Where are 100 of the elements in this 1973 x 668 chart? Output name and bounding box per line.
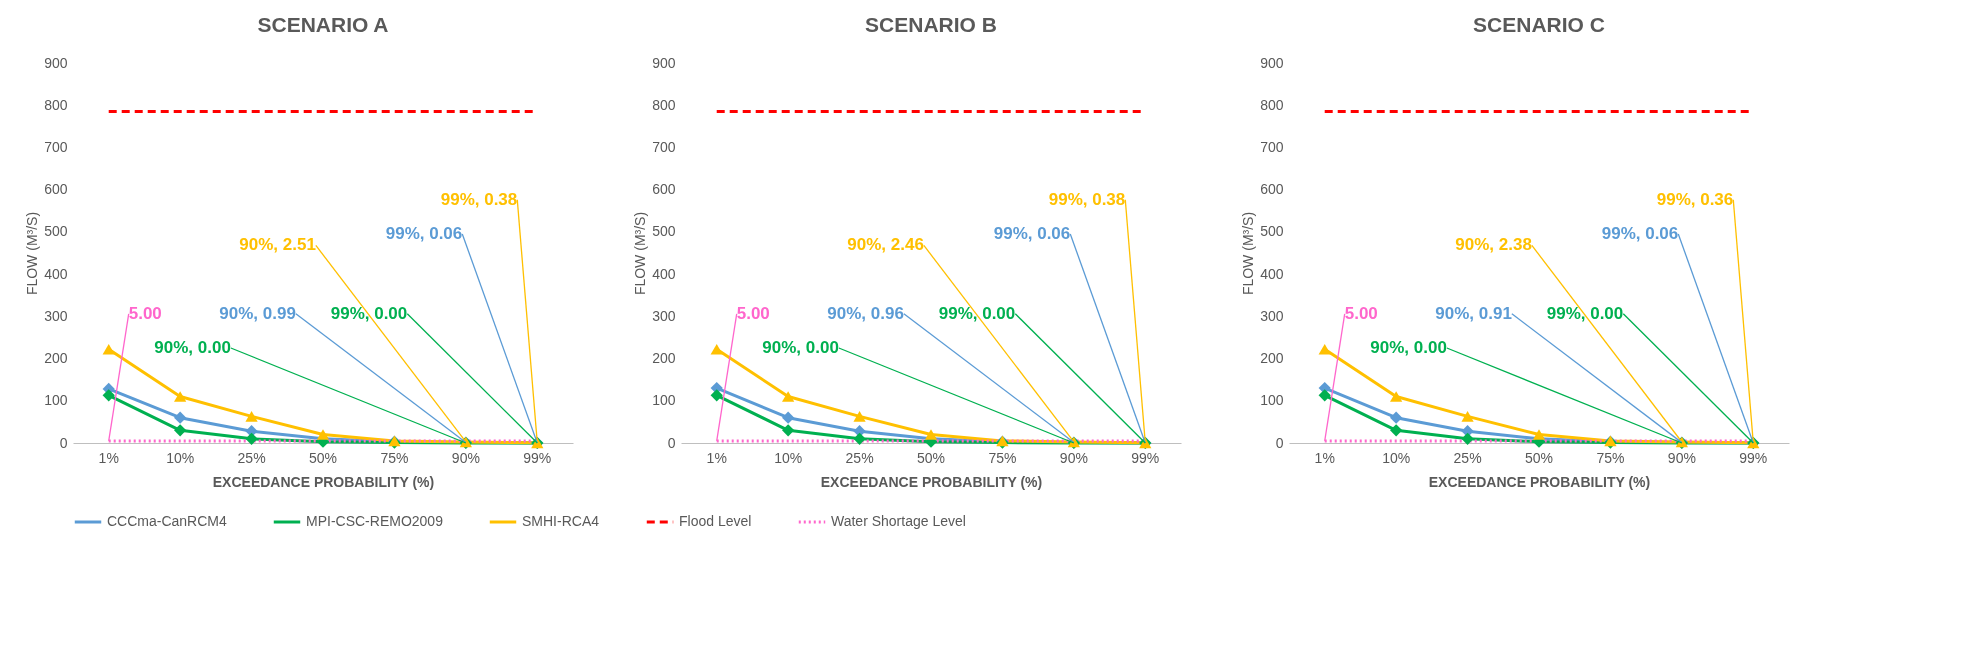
x-tick-label: 25% [845, 449, 874, 466]
y-tick-label: 500 [652, 223, 676, 240]
annotation: 99%, 0.38 [440, 189, 518, 209]
x-tick-label: 1% [1314, 449, 1335, 466]
x-axis-title: EXCEEDANCE PROBABILITY (%) [212, 473, 435, 490]
y-tick-label: 400 [652, 265, 676, 282]
y-tick-label: 800 [44, 96, 68, 113]
annotation: 90%, 0.99 [219, 303, 296, 323]
y-tick-label: 100 [44, 392, 68, 409]
y-tick-label: 300 [44, 307, 68, 324]
point [174, 391, 187, 402]
point [782, 391, 795, 402]
x-tick-label: 90% [451, 449, 480, 466]
y-tick-label: 900 [652, 54, 676, 71]
annotation: 90%, 2.38 [1455, 235, 1532, 255]
point [1461, 432, 1474, 445]
point [102, 343, 115, 355]
legend-label: SMHI-RCA4 [522, 513, 600, 529]
x-tick-label: 99% [1739, 449, 1768, 466]
chart-title: SCENARIO B [865, 13, 997, 36]
annotation: 99%, 0.36 [1656, 189, 1734, 209]
annotation: 90%, 0.00 [762, 338, 839, 357]
annotation: 90%, 0.00 [154, 338, 231, 357]
annotation: 99%, 0.00 [938, 303, 1016, 323]
y-tick-label: 400 [1260, 265, 1284, 282]
legend-label: MPI-CSC-REMO2009 [306, 513, 444, 529]
x-tick-label: 75% [380, 449, 409, 466]
annotation: 5.00 [1344, 303, 1378, 323]
y-tick-label: 400 [44, 265, 68, 282]
annotation: 99%, 0.06 [1601, 224, 1679, 243]
annotation: 90%, 0.91 [1435, 303, 1512, 323]
x-tick-label: 10% [1382, 449, 1411, 466]
y-tick-label: 100 [652, 392, 676, 409]
point [924, 429, 938, 440]
y-tick-label: 200 [1260, 350, 1284, 367]
point [782, 424, 795, 437]
y-tick-label: 200 [652, 350, 676, 367]
point [174, 424, 187, 437]
y-tick-label: 500 [44, 223, 68, 240]
y-tick-label: 600 [652, 181, 676, 198]
annotation: 5.00 [736, 303, 770, 323]
annotation: 99%, 0.00 [330, 303, 408, 323]
point [316, 429, 330, 440]
y-axis-title: FLOW (M³/S) [632, 211, 649, 296]
x-tick-label: 90% [1059, 449, 1088, 466]
annotation: 99%, 0.06 [385, 224, 463, 243]
point [1461, 411, 1474, 422]
annotation: 99%, 0.38 [1048, 189, 1126, 209]
point [1390, 411, 1403, 424]
x-tick-label: 10% [166, 449, 195, 466]
point [782, 411, 795, 424]
annotation: 99%, 0.06 [993, 224, 1071, 243]
annotation: 99%, 0.00 [1546, 303, 1624, 323]
x-tick-label: 10% [774, 449, 803, 466]
y-tick-label: 600 [1260, 181, 1284, 198]
y-tick-label: 100 [1260, 392, 1284, 409]
x-tick-label: 50% [308, 449, 338, 466]
y-tick-label: 0 [1275, 434, 1284, 451]
annotation: 90%, 0.96 [827, 303, 904, 323]
chart-title: SCENARIO A [257, 13, 389, 36]
point [710, 343, 723, 355]
y-tick-label: 300 [1260, 307, 1284, 324]
point [1390, 391, 1403, 402]
chart-title: SCENARIO C [1473, 13, 1605, 36]
legend-label: CCCma-CanRCM4 [107, 513, 228, 529]
y-tick-label: 800 [652, 96, 676, 113]
x-axis-title: EXCEEDANCE PROBABILITY (%) [1428, 473, 1651, 490]
legend-label: Water Shortage Level [831, 513, 966, 529]
annotation: 90%, 0.00 [1370, 338, 1447, 357]
x-tick-label: 99% [523, 449, 552, 466]
point [102, 389, 115, 402]
y-tick-label: 800 [1260, 96, 1284, 113]
x-tick-label: 75% [1596, 449, 1625, 466]
x-tick-label: 90% [1667, 449, 1696, 466]
y-tick-label: 900 [1260, 54, 1284, 71]
y-tick-label: 0 [667, 434, 676, 451]
x-tick-label: 1% [706, 449, 727, 466]
x-axis-title: EXCEEDANCE PROBABILITY (%) [820, 473, 1043, 490]
y-tick-label: 900 [44, 54, 68, 71]
x-tick-label: 1% [98, 449, 119, 466]
y-tick-label: 500 [1260, 223, 1284, 240]
annotation: 90%, 2.51 [239, 235, 316, 255]
x-tick-label: 25% [237, 449, 266, 466]
y-axis-title: FLOW (M³/S) [1240, 211, 1257, 296]
point [245, 411, 258, 422]
annotation: 5.00 [128, 303, 162, 323]
y-tick-label: 700 [44, 138, 68, 155]
point [1318, 343, 1331, 355]
x-tick-label: 75% [988, 449, 1017, 466]
y-tick-label: 600 [44, 181, 68, 198]
point [1390, 424, 1403, 437]
point [1318, 389, 1331, 402]
y-axis-title: FLOW (M³/S) [24, 211, 41, 296]
annotation: 90%, 2.46 [847, 235, 924, 255]
point [1532, 429, 1546, 440]
point [710, 389, 723, 402]
y-tick-label: 200 [44, 350, 68, 367]
point [174, 411, 187, 424]
point [245, 432, 258, 445]
point [853, 411, 866, 422]
